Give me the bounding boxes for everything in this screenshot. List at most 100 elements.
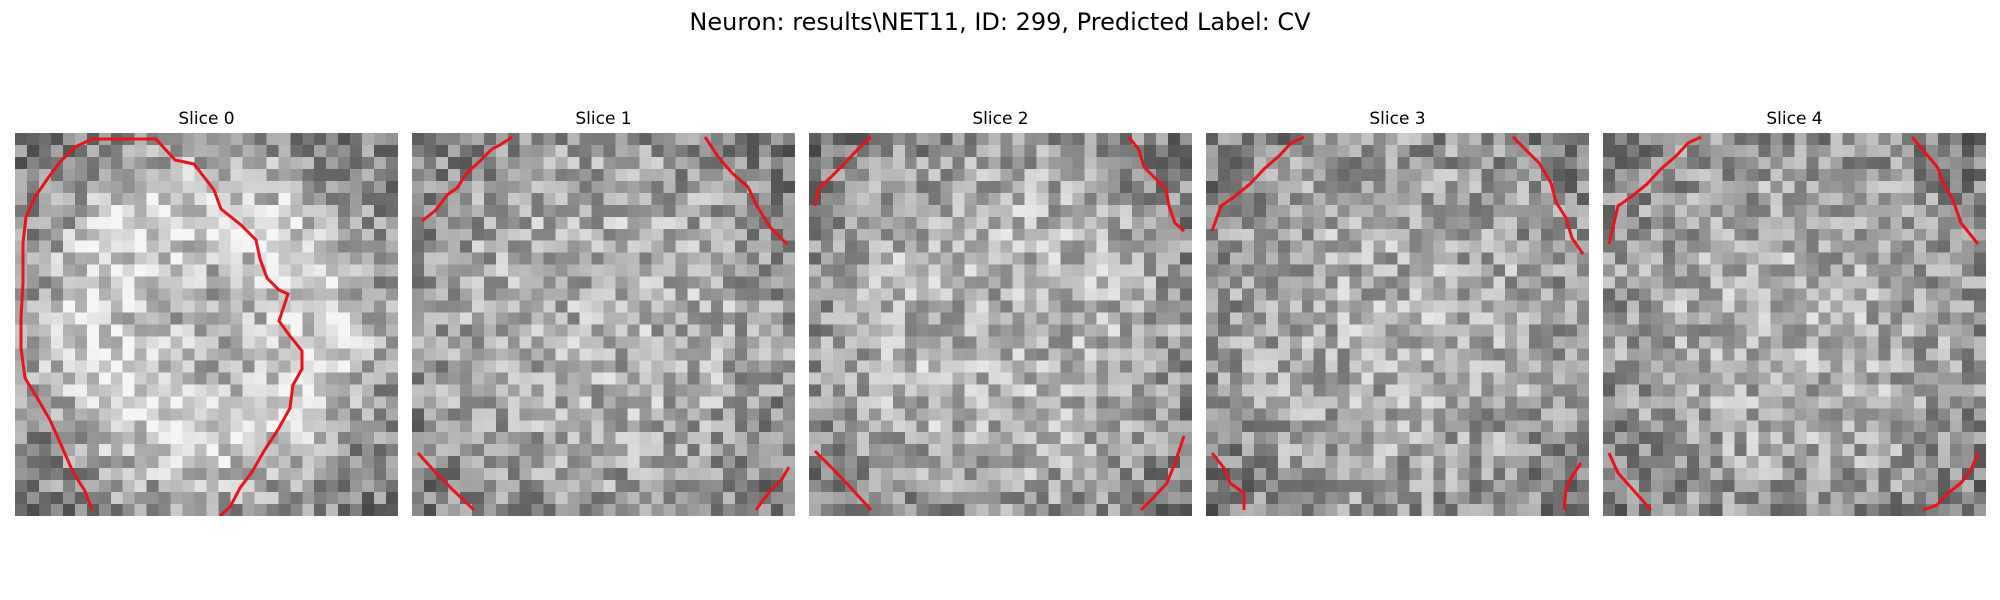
pixel [555,396,569,409]
pixel [940,492,954,505]
pixel [1409,504,1423,516]
pixel [555,156,569,170]
pixel [1229,456,1243,469]
pixel [1361,180,1375,194]
pixel [1746,133,1760,146]
pixel [1206,336,1219,350]
pixel [988,408,1002,421]
pixel [519,420,533,433]
pixel [976,348,990,362]
pixel [1361,408,1375,421]
pixel [1180,480,1192,493]
pixel [1301,408,1315,421]
pixel [1265,228,1279,242]
pixel [892,468,906,481]
pixel [904,456,918,469]
pixel [892,168,906,182]
pixel [483,372,497,385]
pixel [1385,348,1399,362]
pixel [699,156,712,170]
pixel [74,312,88,326]
pixel [1457,492,1470,505]
pixel [1421,240,1435,254]
pixel [1385,384,1399,397]
pixel [519,300,533,314]
pixel [988,180,1002,194]
pixel [1421,216,1435,230]
pixel [1890,396,1903,409]
pixel [1710,192,1724,206]
pixel [1698,228,1712,242]
pixel [735,432,748,445]
pixel [1241,432,1255,445]
pixel [350,288,363,302]
pixel [1072,288,1085,302]
pixel [362,240,375,254]
pixel [1337,144,1351,158]
pixel [1060,192,1073,206]
pixel [1974,324,1986,338]
pixel [1265,300,1279,314]
pixel [1469,168,1482,182]
pixel [1770,432,1784,445]
pixel [1674,396,1688,409]
pixel [146,228,160,242]
pixel [868,504,882,516]
pixel [687,444,700,457]
pixel [302,336,315,350]
pixel [1241,276,1255,290]
pixel [1036,456,1049,469]
pixel [1385,252,1399,266]
pixel [98,384,112,397]
pixel [362,336,375,350]
pixel [615,444,629,457]
pixel [435,156,449,170]
pixel [62,156,76,170]
pixel [374,204,387,218]
pixel [447,192,461,206]
pixel [62,204,76,218]
pixel [507,264,521,278]
pixel [699,372,712,385]
pixel [459,252,473,266]
pixel [1024,432,1038,445]
pixel [928,324,942,338]
pixel [1072,276,1085,290]
pixel [615,384,629,397]
pixel [1890,252,1903,266]
pixel [1818,156,1832,170]
pixel [110,240,124,254]
pixel [1818,300,1832,314]
pixel [711,480,724,493]
pixel [314,468,327,481]
pixel [1289,288,1303,302]
pixel [1409,336,1423,350]
pixel [1457,168,1470,182]
pixel [1614,444,1628,457]
pixel [663,348,676,362]
pixel [1457,372,1470,385]
pixel [302,384,315,397]
pixel [880,252,894,266]
pixel [110,372,124,385]
pixel [1036,264,1049,278]
pixel [1553,360,1566,373]
pixel [543,360,557,373]
pixel [1445,348,1458,362]
pixel [1469,228,1482,242]
pixel [1277,133,1291,146]
pixel [1036,228,1049,242]
pixel [1156,360,1169,373]
pixel [663,216,676,230]
pixel [158,264,172,278]
pixel [122,384,136,397]
pixel [651,408,664,421]
pixel [1493,252,1506,266]
pixel [651,336,664,350]
pixel [783,432,795,445]
pixel [675,228,688,242]
pixel [302,168,315,182]
pixel [1710,336,1724,350]
pixel [1830,156,1843,170]
pixel [1337,228,1351,242]
